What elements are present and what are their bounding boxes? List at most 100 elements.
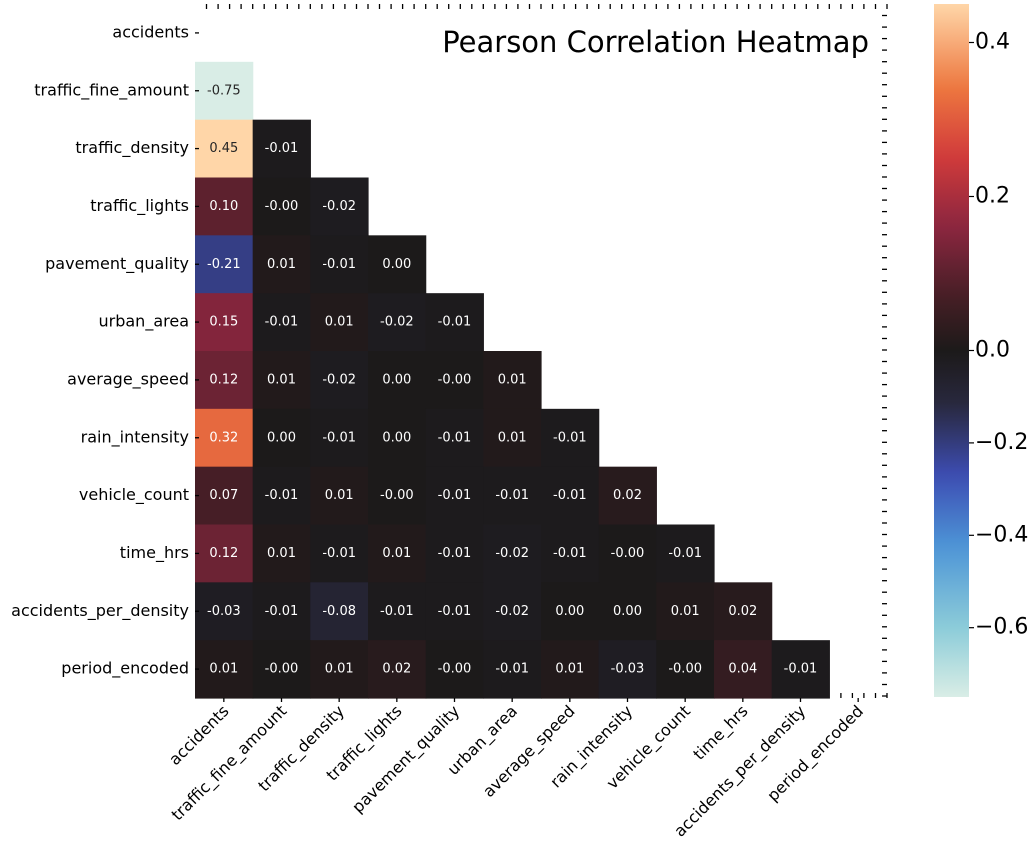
heatmap-cell: [310, 177, 369, 236]
heatmap-cell: [541, 582, 600, 641]
heatmap-cell: [310, 524, 369, 583]
row-label: average_speed: [67, 369, 189, 389]
heatmap-cell: [310, 582, 369, 641]
heatmap-cell-label: -0.00: [265, 662, 299, 677]
heatmap-cell-label: -0.01: [322, 546, 356, 561]
heatmap-cell: [252, 119, 311, 179]
heatmap-cell-label: 0.02: [613, 488, 642, 503]
heatmap-cell: [425, 408, 484, 468]
colorbar-gradient: [934, 4, 969, 697]
heatmap-cell-label: 0.01: [671, 604, 700, 619]
heatmap-cell-label: -0.01: [495, 488, 529, 503]
heatmap-cell-label: 0.32: [209, 430, 238, 445]
heatmap-cell: [310, 293, 369, 352]
heatmap-cell: [195, 524, 254, 583]
heatmap-cell-label: 0.01: [498, 430, 527, 445]
heatmap-cell: [195, 582, 254, 641]
heatmap-cell-label: -0.01: [438, 546, 472, 561]
row-label: traffic_density: [75, 138, 189, 158]
heatmap-cell: [368, 235, 427, 294]
heatmap-cell: [483, 640, 542, 699]
heatmap-cell-label: 0.02: [728, 604, 757, 619]
heatmap-cell: [252, 524, 311, 583]
heatmap-cell-label: -0.08: [322, 604, 356, 619]
heatmap-cell: [368, 351, 427, 410]
heatmap-cell-labels: -0.75 0.45 -0.01 0.10 -0.00 -0.02 -0.21 0.01 -0.…: [207, 83, 817, 676]
heatmap-cell: [252, 466, 311, 526]
heatmap-cell-label: -0.01: [438, 488, 472, 503]
heatmap-cell: [425, 524, 484, 583]
heatmap-cell-label: 0.00: [382, 257, 411, 272]
heatmap-cell-label: -0.75: [207, 83, 241, 98]
heatmap-cell-label: 0.04: [728, 662, 757, 677]
heatmap-cell-label: -0.00: [668, 662, 702, 677]
heatmap-cell-label: 0.01: [555, 662, 584, 677]
heatmap-cell-label: -0.02: [380, 315, 414, 330]
colorbar-tick-label: −0.2: [975, 430, 1028, 455]
heatmap-cell: [656, 640, 715, 699]
heatmap-cell-label: -0.00: [611, 546, 645, 561]
heatmap-cell: [541, 640, 600, 699]
heatmap-cell: [368, 466, 427, 526]
heatmap-cell: [310, 640, 369, 699]
row-label: period_encoded: [61, 659, 189, 679]
heatmap-cell: [195, 119, 254, 179]
heatmap-cell-label: 0.01: [325, 488, 354, 503]
heatmap-cell-label: -0.01: [553, 546, 587, 561]
heatmap-cell: [310, 235, 369, 294]
heatmap-cell-label: -0.00: [380, 488, 414, 503]
heatmap-cell-label: 0.15: [209, 315, 238, 330]
heatmap-cell-label: -0.01: [265, 488, 299, 503]
heatmap-cell-label: -0.03: [611, 662, 645, 677]
heatmap-cell: [252, 640, 311, 699]
heatmap-cell: [195, 177, 254, 236]
heatmap-cell-label: -0.01: [322, 257, 356, 272]
row-label: accidents: [112, 22, 189, 41]
axis-ticks: [195, 4, 888, 702]
heatmap-cell: [195, 293, 254, 352]
heatmap-cell-label: -0.01: [784, 662, 818, 677]
heatmap-cell-label: -0.01: [265, 141, 299, 156]
heatmap-cell-label: -0.02: [495, 546, 529, 561]
colorbar-tick-label: −0.6: [975, 615, 1028, 640]
heatmap-cell: [483, 408, 542, 468]
heatmap-cell: [310, 466, 369, 526]
heatmap-cell-label: -0.21: [207, 257, 241, 272]
row-label: traffic_fine_amount: [34, 80, 189, 100]
row-labels: accidents traffic_fine_amount traffic_dens…: [11, 22, 189, 678]
column-labels: accidentstraffic_fine_amounttraffic_dens…: [165, 701, 868, 841]
heatmap-cell: [252, 235, 311, 294]
heatmap-cell: [425, 293, 484, 352]
heatmap-cell-label: -0.01: [553, 430, 587, 445]
heatmap-cell-label: 0.00: [382, 372, 411, 387]
heatmap-cell-label: 0.01: [209, 662, 238, 677]
row-label: accidents_per_density: [11, 601, 189, 621]
heatmap-cell: [714, 582, 773, 641]
heatmap-cell-label: -0.00: [265, 199, 299, 214]
colorbar-tick-label: 0.2: [975, 184, 1010, 209]
row-label: traffic_lights: [90, 196, 189, 216]
heatmap-cell: [310, 408, 369, 468]
heatmap-cell: [541, 466, 600, 526]
colorbar-tick-label: 0.4: [975, 30, 1010, 55]
heatmap-cell: [425, 582, 484, 641]
heatmap-cell: [714, 640, 773, 699]
heatmap-cell: [656, 524, 715, 583]
heatmap-cell-label: 0.12: [209, 546, 238, 561]
heatmap-cell: [425, 351, 484, 410]
heatmap-cell-label: -0.01: [668, 546, 702, 561]
heatmap-cell-label: -0.01: [438, 430, 472, 445]
heatmap-cell-label: 0.00: [613, 604, 642, 619]
column-label: pavement_quality: [348, 701, 464, 817]
heatmap-cell: [541, 524, 600, 583]
heatmap-cell: [195, 466, 254, 526]
heatmap-cell: [368, 582, 427, 641]
colorbar: 0.4 0.2 0.0 −0.2 −0.4 −0.6: [934, 4, 1028, 697]
heatmap-cell: [252, 408, 311, 468]
heatmap-cell-label: -0.01: [380, 604, 414, 619]
heatmap-cell-label: 0.00: [267, 430, 296, 445]
heatmap-cell-label: 0.07: [209, 488, 238, 503]
heatmap-cell: [195, 408, 254, 468]
heatmap-cell-label: 0.01: [267, 546, 296, 561]
